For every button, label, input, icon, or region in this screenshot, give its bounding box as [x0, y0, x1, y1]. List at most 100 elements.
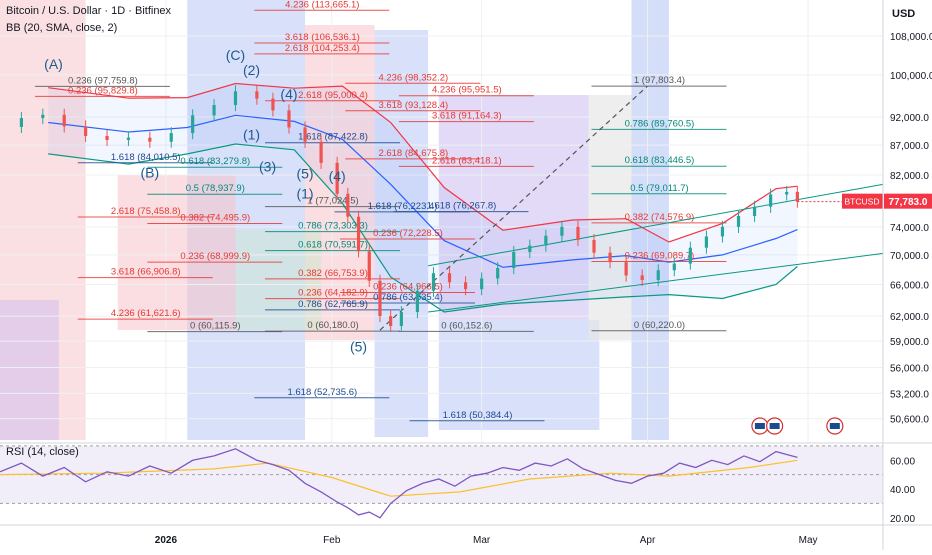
fib-level-label-36: 0.786 (62,765.9) [298, 299, 368, 310]
rsi-legend[interactable]: RSI (14, close) [6, 446, 79, 458]
rsi-tick-2: 20.00 [890, 514, 915, 525]
fib-level-label-1: 3.618 (106,536.1) [285, 32, 360, 43]
bb-lower-line [48, 143, 798, 313]
candle-body-41 [688, 247, 692, 264]
price-tick-3: 87,000.0 [890, 141, 929, 152]
candle-body-31 [528, 245, 532, 252]
fib-level-label-8: 2.618 (84,675.8) [378, 148, 448, 159]
fib-level-label-34: 0.382 (66,753.9) [298, 268, 368, 279]
time-tick-3: Apr [640, 535, 656, 546]
zone-8 [631, 0, 669, 440]
candle-body-27 [463, 282, 468, 290]
price-tick-6: 70,000.0 [890, 251, 929, 262]
fib-level-label-18: 1.618 (84,010.5) [111, 152, 181, 163]
rsi-line [0, 448, 798, 519]
fib-level-label-41: 0.236 (64,966.5) [373, 282, 443, 293]
fib-level-label-32: 0.786 (73,303.3) [298, 221, 368, 232]
channel-upper-line [428, 183, 884, 267]
rsi-band-fill [0, 445, 883, 504]
ticker-tag-bg [842, 193, 883, 209]
fib-level-label-3: 1.618 (52,735.6) [287, 387, 357, 398]
candle-body-26 [447, 273, 452, 283]
rsi-tick-1: 40.00 [890, 485, 915, 496]
candle-body-10 [212, 105, 216, 116]
price-tick-8: 62,000.0 [890, 312, 929, 323]
fib-level-label-11: 1 (97,803.4) [634, 75, 685, 86]
price-tick-2: 92,000.0 [890, 113, 929, 124]
fib-level-label-10: 1.618 (50,384.4) [443, 410, 513, 421]
indicator-legend[interactable]: BB (20, SMA, close, 2) [6, 22, 118, 34]
wave-label-3: (2) [243, 62, 260, 78]
time-tick-2: Mar [473, 535, 491, 546]
fib-level-label-35: 0.236 (64,182.9) [298, 288, 368, 299]
candle-body-18 [346, 193, 350, 217]
candle-body-28 [480, 278, 484, 290]
rsi-ma-line [0, 459, 798, 497]
candle-body-35 [592, 239, 596, 253]
price-tick-1: 100,000.0 [890, 71, 932, 82]
zone-3 [305, 25, 375, 340]
last-price-tag: 77,783.0 [889, 197, 928, 208]
candle-body-42 [704, 236, 708, 248]
fib-level-label-0: 4.236 (113,665.1) [285, 0, 359, 10]
candle-body-17 [335, 162, 339, 194]
candle-body-5 [105, 135, 109, 140]
candle-body-33 [560, 226, 564, 236]
fib-level-label-37: 0 (60,180.0) [307, 320, 358, 331]
zone-4 [374, 30, 429, 437]
candle-body-34 [576, 226, 580, 240]
news-flag-icon-1 [766, 417, 784, 435]
candle-body-37 [624, 262, 628, 276]
wave-label-4: (4) [280, 86, 297, 102]
fib-level-label-26: 0 (60,115.9) [190, 321, 241, 332]
wave-label-8: (1) [296, 185, 313, 201]
candle-body-15 [303, 127, 307, 142]
fib-level-label-5: 4.236 (95,951.5) [432, 85, 502, 96]
candle-body-47 [785, 191, 789, 195]
fib-level-label-17: 0 (60,220.0) [634, 320, 685, 331]
fib-level-label-6: 3.618 (93,128.4) [378, 100, 448, 111]
candle-body-32 [544, 235, 548, 246]
fib-level-label-16: 0.236 (69,089.7) [625, 250, 695, 261]
fib-level-label-29: 2.618 (95,000.4) [298, 90, 368, 101]
zone-6 [438, 320, 600, 430]
price-tick-11: 53,200.0 [890, 389, 929, 400]
candle-body-2 [41, 114, 45, 119]
time-tick-1: Feb [323, 535, 341, 546]
candle-body-48 [795, 191, 799, 202]
wave-label-10: (5) [350, 338, 367, 354]
fib-level-label-31: 1 (77,024.5) [307, 196, 358, 207]
candle-body-29 [496, 268, 500, 279]
fib-level-label-4: 4.236 (98,352.2) [378, 72, 448, 83]
price-tick-10: 56,000.0 [890, 363, 929, 374]
candle-body-39 [656, 270, 660, 280]
fib-level-label-15: 0.382 (74,576.9) [625, 212, 695, 223]
zone-9 [117, 175, 236, 330]
price-tick-4: 82,000.0 [890, 171, 929, 182]
price-tick-12: 50,600.0 [890, 415, 929, 426]
fib-level-label-28: 0.236 (97,759.8) [68, 75, 138, 86]
candle-body-44 [736, 216, 741, 227]
currency-label[interactable]: USD [892, 8, 916, 20]
fib-level-label-9: 2.618 (83,418.1) [432, 155, 502, 166]
fib-level-label-21: 2.618 (75,458.8) [111, 206, 181, 217]
price-tick-7: 66,000.0 [890, 281, 929, 292]
fib-level-label-27: 0.236 (95,829.8) [68, 85, 138, 96]
fib-level-label-33: 0.618 (70,591.7) [298, 240, 368, 251]
fib-level-label-42: 0.786 (63,635.4) [373, 292, 443, 303]
candle-body-3 [62, 114, 66, 127]
fib-level-label-23: 0.236 (68,999.9) [180, 251, 250, 262]
candle-body-36 [608, 252, 612, 263]
candle-body-40 [672, 263, 676, 271]
zone-0 [0, 0, 86, 440]
wave-label-0: (A) [44, 56, 63, 72]
rsi-pane-bg [0, 443, 883, 525]
fib-level-label-14: 0.5 (79,011.7) [630, 183, 688, 194]
fib-level-label-30: 1.618 (87,422.8) [298, 132, 368, 143]
candle-body-46 [769, 194, 773, 207]
symbol-title[interactable]: Bitcoin / U.S. Dollar · 1D · Bitfinex [6, 5, 172, 17]
wave-label-7: (5) [296, 166, 313, 182]
news-flag-icon-0 [751, 417, 769, 435]
